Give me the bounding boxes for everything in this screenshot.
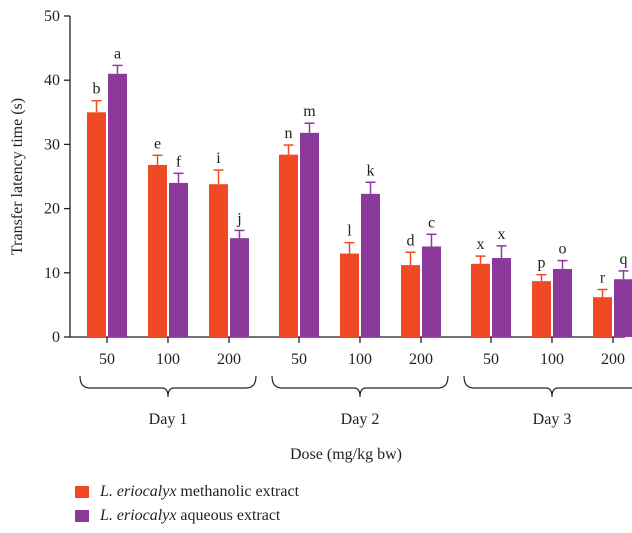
significance-letter: p bbox=[538, 255, 546, 272]
bar-methanolic bbox=[279, 154, 298, 337]
bar-aqueous bbox=[300, 132, 319, 337]
significance-letter: b bbox=[93, 81, 101, 98]
significance-letter: d bbox=[407, 232, 415, 249]
y-tick-label: 50 bbox=[44, 8, 60, 25]
x-tick-label: 100 bbox=[348, 351, 372, 368]
x-tick-label: 50 bbox=[99, 351, 115, 368]
bar-methanolic bbox=[148, 164, 167, 337]
bar-aqueous bbox=[614, 279, 632, 337]
x-tick-label: 100 bbox=[156, 351, 180, 368]
significance-letter: r bbox=[600, 269, 606, 286]
group-label: Day 1 bbox=[149, 411, 188, 428]
x-tick-label: 50 bbox=[291, 351, 307, 368]
y-axis-title: Transfer latency time (s) bbox=[9, 98, 26, 255]
x-tick-label: 50 bbox=[483, 351, 499, 368]
bar-methanolic bbox=[87, 112, 106, 337]
x-tick-label: 200 bbox=[409, 351, 433, 368]
group-brace bbox=[79, 375, 257, 398]
legend: L. eriocalyx methanolic extract L. erioc… bbox=[75, 480, 299, 528]
bar-aqueous bbox=[492, 258, 511, 337]
chart: 0 10 20 30 40 50 Transfer latency time (s) b a ef… bbox=[9, 8, 632, 463]
bar-methanolic bbox=[401, 265, 420, 337]
significance-letter: x bbox=[498, 226, 506, 243]
bar-aqueous bbox=[169, 182, 188, 337]
y-tick-label: 30 bbox=[44, 136, 60, 153]
group-label: Day 3 bbox=[533, 411, 572, 428]
y-tick-label: 0 bbox=[52, 329, 60, 346]
bar-methanolic bbox=[593, 297, 612, 337]
y-tick-label: 10 bbox=[44, 265, 60, 282]
legend-label-methanolic: L. eriocalyx methanolic extract bbox=[100, 483, 300, 500]
bar-methanolic bbox=[532, 281, 551, 337]
legend-item-methanolic: L. eriocalyx methanolic extract bbox=[75, 480, 299, 504]
legend-swatch-aqueous bbox=[75, 510, 89, 522]
bar-methanolic bbox=[209, 184, 228, 337]
y-tick-label: 20 bbox=[44, 201, 60, 218]
significance-letter: x bbox=[477, 236, 485, 253]
legend-item-aqueous: L. eriocalyx aqueous extract bbox=[75, 504, 299, 528]
x-tick-label: 200 bbox=[601, 351, 625, 368]
bar-methanolic bbox=[340, 253, 359, 337]
legend-label-aqueous: L. eriocalyx aqueous extract bbox=[100, 507, 281, 524]
significance-letter: n bbox=[285, 125, 293, 142]
bar-aqueous bbox=[230, 238, 249, 337]
significance-letter: i bbox=[216, 150, 221, 167]
bar-aqueous bbox=[108, 73, 127, 337]
group-brace bbox=[463, 375, 632, 398]
bar-aqueous bbox=[553, 268, 572, 337]
bar-aqueous bbox=[361, 193, 380, 337]
group-label: Day 2 bbox=[341, 411, 380, 428]
significance-letter: a bbox=[114, 45, 121, 62]
significance-letter: e bbox=[154, 135, 161, 152]
y-tick-label: 40 bbox=[44, 72, 60, 89]
legend-swatch-methanolic bbox=[75, 486, 89, 498]
significance-letter: f bbox=[176, 153, 182, 170]
bar-aqueous bbox=[422, 246, 441, 337]
x-axis-title: Dose (mg/kg bw) bbox=[290, 446, 402, 463]
significance-letter: l bbox=[347, 223, 352, 240]
significance-letter: m bbox=[303, 103, 316, 120]
significance-letter: q bbox=[620, 251, 628, 268]
significance-letter: o bbox=[559, 241, 567, 258]
x-tick-label: 100 bbox=[540, 351, 564, 368]
bar-methanolic bbox=[471, 263, 490, 337]
significance-letter: c bbox=[428, 214, 435, 231]
significance-letter: j bbox=[236, 210, 241, 227]
x-tick-label: 200 bbox=[217, 351, 241, 368]
significance-letter: k bbox=[367, 162, 375, 179]
group-brace bbox=[271, 375, 449, 398]
